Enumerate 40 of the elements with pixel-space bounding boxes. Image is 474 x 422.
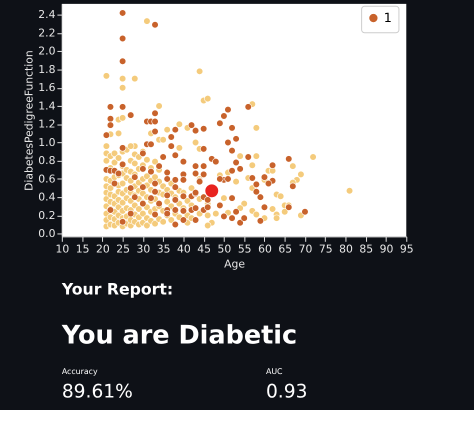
y-tick-label: 0.0 bbox=[38, 227, 56, 240]
x-tick-label: 90 bbox=[380, 242, 394, 256]
x-tick-label: 20 bbox=[96, 242, 110, 256]
text: Your Report: bbox=[60, 279, 174, 298]
x-tick-label: 70 bbox=[298, 242, 312, 256]
x-tick-label: 30 bbox=[136, 242, 150, 256]
y-tick-label: 1.2 bbox=[38, 118, 56, 131]
text: 89.61% bbox=[62, 381, 133, 402]
x-tick-label: 45 bbox=[197, 242, 212, 256]
x-tick-label: 80 bbox=[339, 242, 353, 256]
y-tick-label: 2.4 bbox=[38, 8, 56, 22]
y-tick-label: 2.0 bbox=[38, 44, 56, 58]
x-tick-label: 10 bbox=[55, 242, 70, 256]
x-tick-label: 75 bbox=[318, 242, 333, 256]
x-tick-label: 50 bbox=[218, 242, 232, 256]
legend-label: 1 bbox=[384, 10, 392, 26]
x-tick-label: 40 bbox=[177, 242, 191, 256]
x-tick-label: 85 bbox=[359, 242, 374, 256]
y-axis-title: DiabetesPedigreeFunction bbox=[22, 50, 36, 191]
y-tick-label: 0.6 bbox=[38, 172, 56, 186]
text: You are Diabetic bbox=[60, 320, 298, 350]
y-tick-label: 1.8 bbox=[38, 62, 56, 76]
x-tick-label: 95 bbox=[400, 242, 414, 256]
y-tick-label: 0.8 bbox=[38, 154, 56, 168]
x-tick-label: 25 bbox=[116, 242, 130, 256]
y-tick-label: 1.4 bbox=[38, 99, 56, 112]
x-tick-label: 55 bbox=[238, 242, 252, 256]
y-tick-label: 0.2 bbox=[38, 208, 56, 222]
x-tick-label: 15 bbox=[76, 242, 90, 256]
y-tick-label: 2.2 bbox=[38, 26, 56, 40]
x-tick-label: 65 bbox=[278, 242, 292, 256]
x-tick-label: 35 bbox=[156, 242, 170, 256]
y-tick-label: 1.6 bbox=[38, 81, 56, 94]
text: Accuracy bbox=[62, 366, 98, 376]
y-tick-label: 1.0 bbox=[38, 136, 56, 149]
x-axis-title: Age bbox=[224, 257, 246, 270]
y-tick-label: 0.4 bbox=[38, 190, 56, 204]
x-tick-label: 60 bbox=[258, 242, 272, 256]
text: 0.93 bbox=[266, 381, 308, 402]
text: AUC bbox=[266, 366, 284, 376]
